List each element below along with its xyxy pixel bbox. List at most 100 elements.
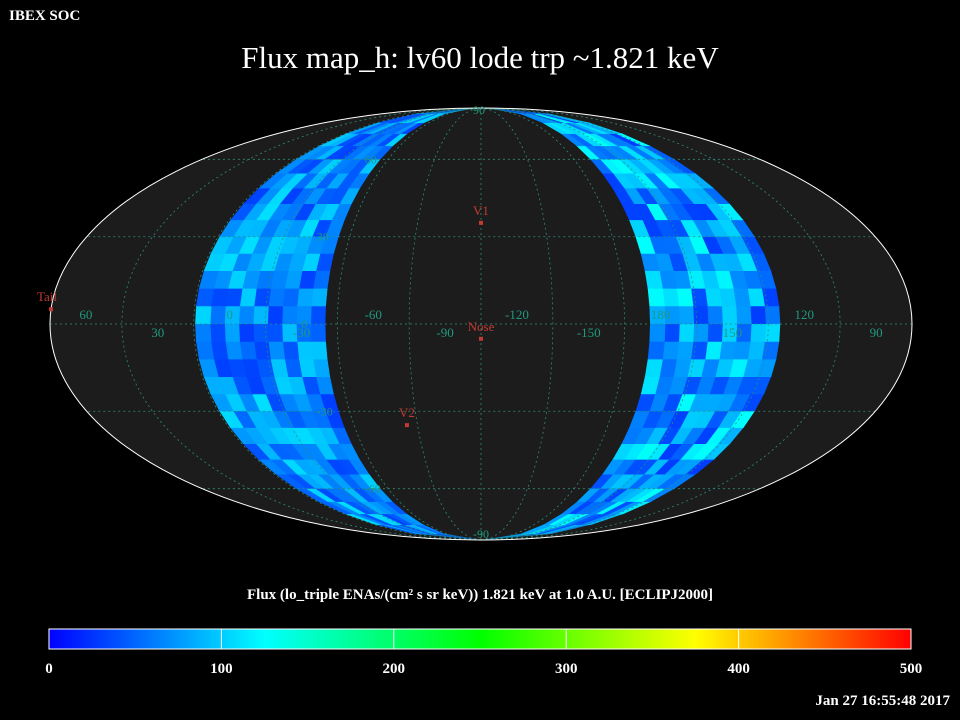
flux-cell	[273, 375, 294, 395]
flux-cell	[296, 158, 326, 174]
flux-cell	[281, 322, 298, 342]
flux-cell	[210, 287, 229, 307]
flux-cell	[305, 145, 338, 160]
flux-cell	[400, 524, 435, 535]
flux-cell	[612, 442, 635, 460]
flux-cell	[523, 524, 556, 535]
flux-cell	[654, 410, 677, 428]
flux-cell	[636, 473, 666, 489]
flux-cell	[763, 305, 781, 324]
flux-cell	[541, 113, 586, 124]
flux-cell	[640, 252, 660, 272]
longitude-label: 60	[79, 307, 92, 322]
longitude-line	[480, 108, 626, 540]
flux-cell	[575, 145, 601, 160]
flux-cell	[548, 513, 577, 525]
flux-cell	[311, 219, 333, 237]
flux-cell	[369, 487, 393, 502]
flux-cell	[607, 133, 643, 147]
flux-cell	[644, 358, 664, 377]
flux-cell	[351, 145, 378, 160]
flux-cell	[347, 458, 370, 475]
flux-cell	[386, 113, 428, 124]
flux-cell	[295, 322, 312, 342]
flux-cell	[255, 269, 275, 289]
flux-cell	[279, 458, 308, 475]
flux-cell	[667, 187, 695, 204]
flux-cell	[713, 235, 737, 254]
flux-cell	[589, 158, 614, 174]
flux-cell	[245, 410, 269, 428]
flux-cell	[370, 145, 394, 160]
flux-cell	[371, 513, 403, 525]
flux-cell	[345, 122, 384, 134]
flux-cell	[333, 501, 367, 515]
flux-cell	[627, 473, 656, 489]
flux-cell	[296, 287, 314, 307]
flux-cell	[281, 340, 300, 360]
longitude-label: -30	[293, 325, 310, 340]
flux-cell	[365, 122, 400, 134]
marker-label: V1	[473, 203, 489, 218]
flux-cell	[315, 252, 335, 272]
longitude-label: 150	[723, 325, 743, 340]
flux-cell	[621, 172, 647, 189]
flux-cell	[367, 133, 395, 147]
flux-cell	[581, 501, 612, 515]
flux-cell	[324, 410, 345, 428]
flux-cell	[616, 145, 647, 160]
flux-cell	[198, 269, 220, 289]
flux-cell	[317, 501, 353, 515]
flux-cell	[735, 322, 752, 342]
flux-cell	[298, 269, 317, 289]
longitude-line	[336, 108, 482, 540]
flux-cell	[266, 305, 284, 324]
longitude-line	[480, 108, 554, 540]
flux-cell	[359, 133, 388, 147]
flux-cell	[633, 487, 667, 502]
latitude-label: -30	[317, 404, 333, 418]
flux-cell	[264, 235, 287, 254]
flux-cell	[600, 133, 635, 147]
map-outline	[49, 107, 913, 541]
flux-cell	[714, 393, 738, 412]
flux-cell	[338, 187, 361, 204]
flux-cell	[718, 287, 737, 307]
flux-cell	[358, 501, 387, 515]
flux-cell	[266, 442, 293, 460]
flux-cell	[360, 487, 385, 502]
flux-cell	[313, 458, 339, 475]
flux-cell	[692, 410, 716, 428]
flux-cell	[352, 122, 390, 134]
flux-cell	[612, 458, 637, 475]
flux-cell	[727, 393, 751, 412]
flux-cell	[336, 458, 360, 475]
flux-cell	[287, 252, 307, 272]
flux-cell	[416, 524, 445, 535]
flux-cell	[374, 501, 401, 515]
flux-cell	[673, 172, 703, 189]
flux-cell	[230, 202, 257, 221]
flux-cell	[295, 305, 312, 324]
flux-cell	[291, 458, 318, 475]
flux-cell	[674, 458, 704, 475]
flux-cell	[398, 513, 424, 525]
flux-cell	[271, 410, 295, 428]
flux-cell	[250, 393, 273, 412]
flux-cell	[310, 287, 328, 307]
flux-cell	[641, 219, 663, 237]
longitude-line	[265, 108, 482, 540]
flux-cell	[643, 458, 671, 475]
flux-cell	[568, 501, 595, 515]
flux-cell	[700, 358, 720, 377]
longitude-label: -60	[365, 307, 382, 322]
flux-cell	[336, 172, 360, 189]
flux-cell	[593, 133, 627, 147]
flux-cell	[407, 113, 440, 124]
flux-cell	[653, 458, 682, 475]
flux-cell	[402, 113, 437, 124]
flux-cell	[302, 442, 327, 460]
flux-cell	[210, 235, 235, 254]
flux-cell	[243, 187, 272, 204]
flux-cell	[649, 305, 666, 324]
